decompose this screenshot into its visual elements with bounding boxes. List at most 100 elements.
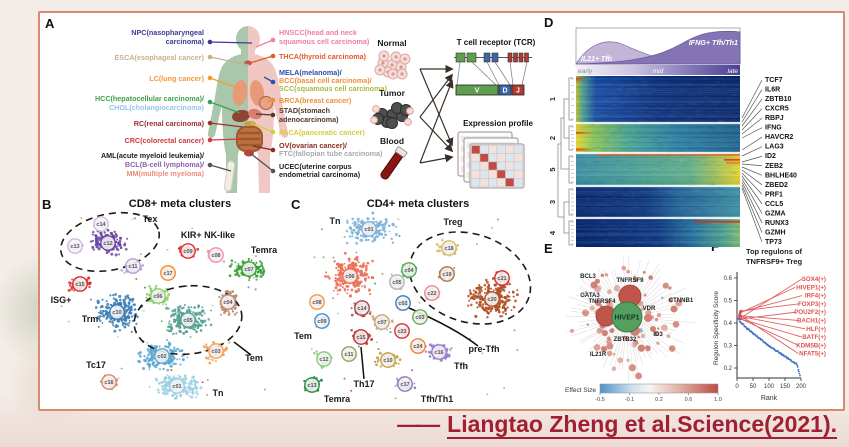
gene-connector-line <box>741 136 763 151</box>
stray-cell-dot <box>146 341 149 344</box>
stray-cell-dot <box>381 272 384 275</box>
stray-cell-dot <box>322 256 325 259</box>
regulon-ray <box>597 267 620 304</box>
regulon-ray <box>637 329 658 354</box>
regulon-label-hlf: HLF(+) <box>806 326 826 333</box>
stray-cell-dot <box>321 228 324 231</box>
regulon-label-irf4: IRF4(+) <box>805 293 826 300</box>
rank-dot <box>785 355 788 358</box>
target-gene-node <box>653 331 659 336</box>
vdj-segment-box <box>455 84 499 96</box>
target-gene-node <box>656 313 661 318</box>
cluster-c12-badge <box>316 351 332 367</box>
regulon-dot <box>739 309 743 313</box>
cancer-label: adenocarcinoma) <box>279 115 339 124</box>
stray-cell-dot <box>117 377 120 380</box>
regulon-label-batf: BATF(+) <box>802 334 826 341</box>
cancer-label: MM(multiple myeloma) <box>127 169 205 178</box>
tcr-gene-segment <box>483 52 491 63</box>
target-gene-node <box>589 305 595 311</box>
regulon-line <box>739 318 799 346</box>
attribution-dash: —— <box>397 411 440 437</box>
gene-label-cxcr5: CXCR5 <box>765 106 789 113</box>
gene-connector-line <box>741 178 763 214</box>
gene-connector-line <box>741 108 763 131</box>
effect-size-tick: -0.5 <box>595 397 604 403</box>
cluster-c17-badge <box>397 376 413 392</box>
annotation-tem: Tem <box>245 353 263 363</box>
phase-mid: mid <box>653 68 664 75</box>
dendrogram-bracket <box>568 155 573 184</box>
gene-connector-line <box>741 175 763 205</box>
stray-cell-dot <box>397 218 400 221</box>
expression-cell <box>479 153 489 163</box>
normal-cell-nucleus <box>394 55 398 59</box>
expression-cell <box>505 145 515 154</box>
target-gene-node <box>656 341 660 345</box>
cluster-c09-badge <box>180 243 196 259</box>
cancer-connector-line <box>209 77 242 90</box>
vdj-letter: V <box>475 88 480 95</box>
tumor-edge-cell <box>404 118 412 126</box>
rank-dot <box>795 362 798 365</box>
stray-cell-dot <box>170 369 173 372</box>
y-tick: 0.3 <box>724 344 733 350</box>
panel-d-heatmap <box>576 76 740 247</box>
node-label-ctnnb1: CTNNB1 <box>669 298 694 304</box>
cluster-c18-label: c18 <box>444 246 453 252</box>
panel-c-title: CD4+ meta clusters <box>366 198 470 210</box>
cluster-c24-label: c24 <box>413 344 423 350</box>
cancer-label: CRC(colorectal cancer) <box>125 136 205 145</box>
stray-cell-dot <box>206 379 209 382</box>
cluster-c06-badge <box>150 288 166 304</box>
cluster-c02-badge <box>395 295 411 311</box>
body-head <box>248 26 260 52</box>
expression-cell <box>471 169 481 179</box>
intestine-coils <box>238 131 261 147</box>
regulon-ray <box>641 287 686 311</box>
stray-cell-dot <box>411 369 414 372</box>
cluster-c06-badge <box>342 268 358 284</box>
cancer-label: STAD(stomach <box>279 106 330 115</box>
gene-label-tp73: TP73 <box>765 239 782 246</box>
cancer-label: UCEC(uterine corpus <box>279 162 352 171</box>
stray-cell-dot <box>80 216 83 219</box>
target-gene-node <box>586 323 590 326</box>
regulon-label-bach1: BACH1(+) <box>797 318 826 325</box>
rank-dot <box>798 372 801 375</box>
blood-tube-icon <box>380 146 408 180</box>
target-gene-node <box>640 333 646 339</box>
regulon-ray <box>627 332 629 383</box>
expression-cell <box>488 169 498 179</box>
cancer-label: endometrial carcinoma) <box>279 170 361 179</box>
x-tick: 150 <box>780 384 791 390</box>
attribution: —— Liangtao Zheng et al.Science(2021). <box>0 411 837 439</box>
node-label-gata3: GATA3 <box>580 293 600 299</box>
rank-dot <box>797 370 800 373</box>
cluster-c01-label: c01 <box>172 384 181 390</box>
stray-cell-dot <box>313 256 316 259</box>
stray-cell-dot <box>252 276 255 279</box>
regulon-line <box>739 314 799 355</box>
panel-b-title: CD8+ meta clusters <box>128 198 232 210</box>
stray-cell-dot <box>60 305 63 308</box>
stray-cell-dot <box>247 286 250 289</box>
cluster-c18-badge <box>441 240 457 256</box>
pancreas-organ <box>244 121 256 127</box>
regulon-label-nfat5: NFAT5(+) <box>799 351 826 358</box>
vdj-segment-box <box>498 84 512 96</box>
gene-connector-line <box>741 169 763 186</box>
gene-connector-line <box>741 187 763 243</box>
regulon-ray <box>609 332 623 367</box>
target-gene-node <box>637 335 640 339</box>
annotation-th17: Th17 <box>353 379 374 389</box>
effect-size-tick: 0.2 <box>655 397 663 403</box>
flow-arrow <box>419 154 454 164</box>
rank-dot <box>761 339 764 342</box>
cancer-label: PACA(pancreatic cancer) <box>279 128 365 137</box>
expression-cell <box>488 145 498 154</box>
stray-cell-dot <box>116 335 119 338</box>
y-axis-label: Regulon Specificity Score <box>713 291 720 365</box>
